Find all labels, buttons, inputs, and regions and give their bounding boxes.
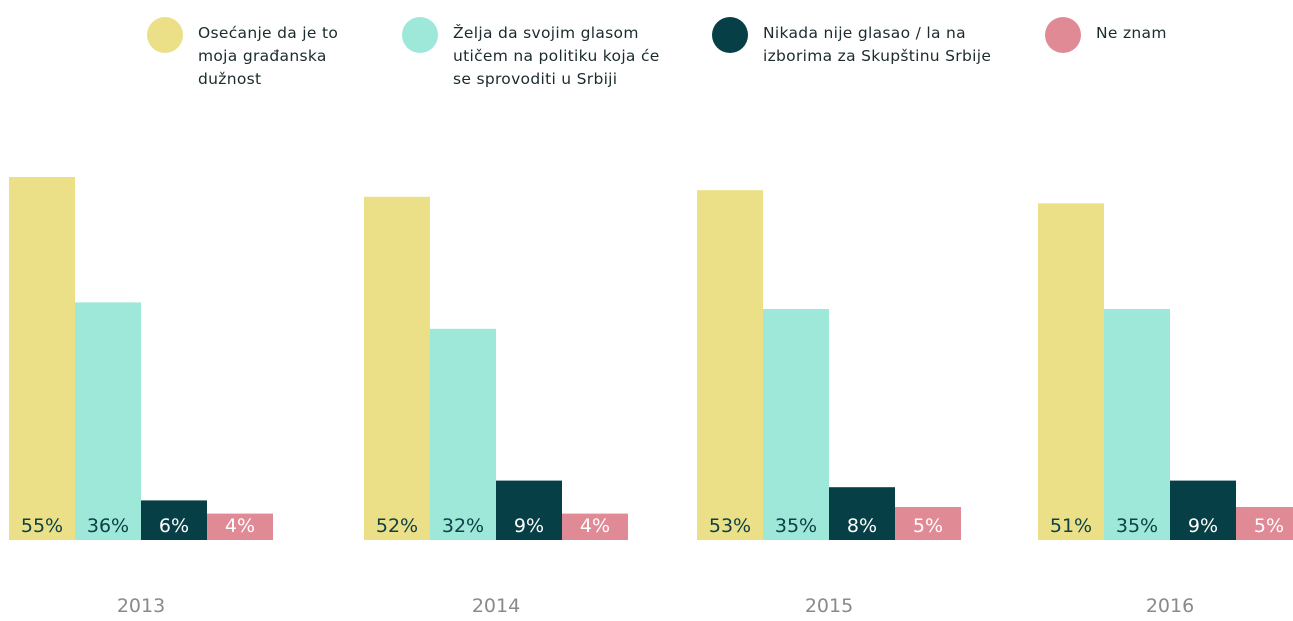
bar — [562, 513, 628, 540]
bar — [9, 177, 75, 540]
bar — [1104, 309, 1170, 540]
x-tick-label: 2015 — [805, 595, 853, 617]
value-label: 6% — [159, 515, 189, 537]
value-label: 36% — [87, 515, 129, 537]
bar — [829, 487, 895, 540]
value-label: 35% — [1116, 515, 1158, 537]
value-label: 55% — [21, 515, 63, 537]
value-label: 9% — [514, 515, 544, 537]
bar — [141, 500, 207, 540]
bar — [364, 196, 430, 541]
legend-label: Želja da svojim glasom utičem na politik… — [453, 24, 660, 88]
bar — [75, 302, 141, 540]
x-tick-label: 2013 — [117, 595, 165, 617]
x-tick-label: 2014 — [472, 595, 520, 617]
legend-swatch — [402, 17, 438, 53]
value-label: 35% — [775, 515, 817, 537]
legend-label: Osećanje da je to moja građanska dužnost — [198, 24, 339, 88]
value-label: 5% — [913, 515, 943, 537]
bar — [697, 190, 763, 540]
value-label: 53% — [709, 515, 751, 537]
value-label: 4% — [580, 515, 610, 537]
bar — [496, 480, 562, 540]
legend-swatch — [147, 17, 183, 53]
bar — [1170, 480, 1236, 540]
legend-label: Nikada nije glasao / la na izborima za S… — [763, 24, 992, 65]
value-label: 52% — [376, 515, 418, 537]
bar — [763, 309, 829, 540]
value-label: 32% — [442, 515, 484, 537]
value-label: 51% — [1050, 515, 1092, 537]
bar — [207, 513, 273, 540]
legend-swatch — [1045, 17, 1081, 53]
value-label: 8% — [847, 515, 877, 537]
bar — [1236, 507, 1293, 540]
legend-swatch — [712, 17, 748, 53]
legend-label: Ne znam — [1096, 24, 1167, 42]
value-label: 4% — [225, 515, 255, 537]
value-label: 9% — [1188, 515, 1218, 537]
x-tick-label: 2016 — [1146, 595, 1194, 617]
bar — [1038, 203, 1104, 540]
value-label: 5% — [1254, 515, 1284, 537]
bar — [895, 507, 961, 540]
bar — [430, 328, 496, 540]
